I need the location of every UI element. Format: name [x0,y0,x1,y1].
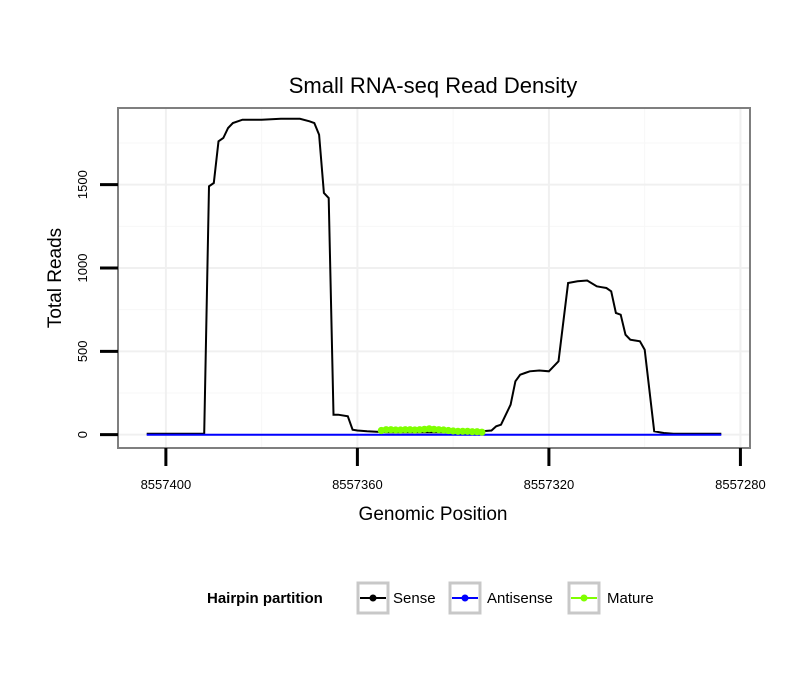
series-line-sense [146,117,722,435]
legend-label-mature: Mature [607,590,654,607]
x-tick-label: 8557280 [715,477,766,492]
x-axis: 8557400 8557360 8557320 8557280 [141,448,766,492]
x-tick-label: 8557360 [332,477,383,492]
y-tick-label: 1500 [75,170,90,199]
legend-marker-antisense [461,594,469,602]
y-tick-label: 500 [75,340,90,362]
y-tick-label: 1000 [75,254,90,283]
series-layer [146,117,722,436]
data-point-mature [478,428,486,436]
legend-label-sense: Sense [393,590,436,607]
legend-marker-sense [369,594,377,602]
y-axis-label: Total Reads [45,228,66,328]
y-tick-label: 0 [75,431,90,438]
x-tick-label: 8557400 [141,477,192,492]
legend-marker-mature [580,594,588,602]
x-axis-label: Genomic Position [359,504,508,525]
plot-background [118,108,750,448]
plot-border [117,107,751,449]
chart-title: Small RNA-seq Read Density [289,73,578,98]
legend-label-antisense: Antisense [487,590,553,607]
x-tick-label: 8557320 [524,477,575,492]
legend: Hairpin partition Sense Antisense Mature [207,581,654,615]
y-axis: 0 500 1000 1500 [75,170,118,438]
legend-title: Hairpin partition [207,590,323,607]
